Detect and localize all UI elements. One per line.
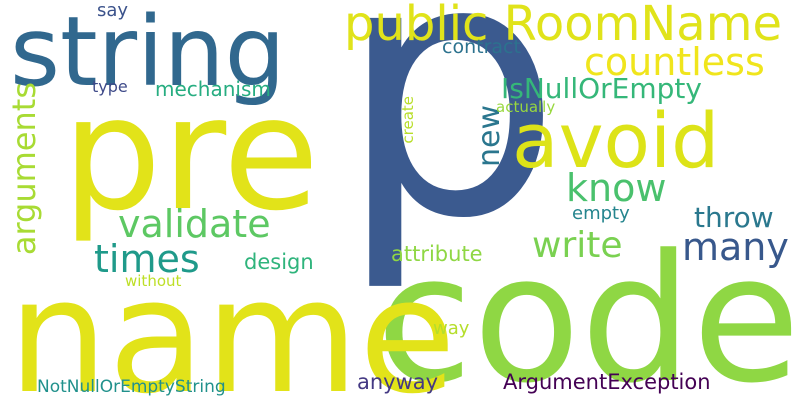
word-times: times xyxy=(94,237,200,281)
word-countless: countless xyxy=(584,40,765,84)
word-isnullorempty: IsNullOrEmpty xyxy=(501,72,702,105)
word-say: say xyxy=(97,0,129,21)
word-public-roomname: public RoomName xyxy=(344,0,782,52)
word-anyway: anyway xyxy=(357,370,439,394)
word-create: create xyxy=(399,96,417,144)
word-pre: pre xyxy=(62,63,320,246)
word-without: without xyxy=(125,272,182,290)
word-attribute: attribute xyxy=(391,242,483,266)
word-argumentexception: ArgumentException xyxy=(503,370,711,394)
word-empty: empty xyxy=(572,203,630,224)
word-mechanism: mechanism xyxy=(155,77,271,101)
word-throw: throw xyxy=(694,201,774,234)
word-p: p xyxy=(337,0,563,296)
word-type: type xyxy=(92,77,128,96)
word-design: design xyxy=(244,250,314,274)
word-write: write xyxy=(532,225,623,266)
word-actually: actually xyxy=(496,98,556,116)
word-avoid: avoid xyxy=(512,96,720,185)
word-code: code xyxy=(376,217,800,400)
word-string: string xyxy=(10,0,286,108)
word-notnulloremptystring: NotNullOrEmptyString xyxy=(37,377,226,397)
word-arguments: arguments xyxy=(5,82,43,256)
word-validate: validate xyxy=(118,202,271,246)
word-many: many xyxy=(682,225,789,269)
word-contract: contract xyxy=(442,36,521,58)
word-know: know xyxy=(566,166,667,210)
word-name: name xyxy=(8,245,457,400)
word-way: way xyxy=(433,318,470,339)
